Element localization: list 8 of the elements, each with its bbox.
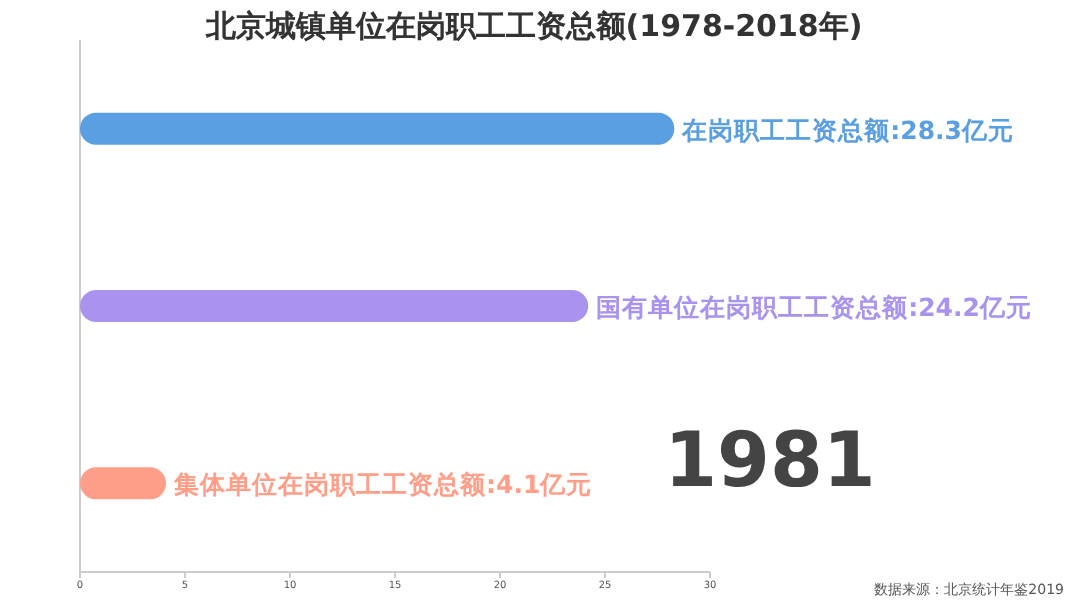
bar (80, 112, 675, 145)
data-label: 在岗职工工资总额:28.3亿元 (680, 114, 1014, 145)
data-label: 国有单位在岗职工工资总额:24.2亿元 (596, 292, 1032, 322)
chart-title: 北京城镇单位在岗职工工资总额(1978-2018年) (203, 8, 863, 44)
bar (80, 467, 167, 500)
annotation: 1981 (664, 416, 876, 504)
data-label: 集体单位在岗职工工资总额:4.1亿元 (172, 469, 593, 500)
bar (80, 290, 589, 322)
